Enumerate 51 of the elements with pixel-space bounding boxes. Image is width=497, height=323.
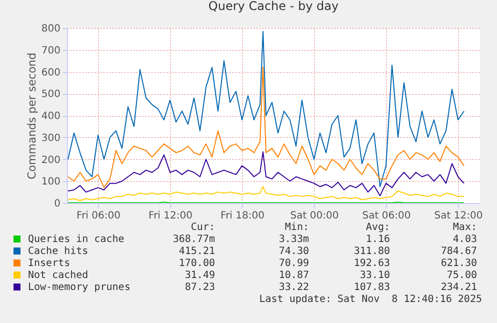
text: 311.80 xyxy=(354,246,390,258)
text: 784.67 xyxy=(440,246,477,258)
y-tick-label: 200 xyxy=(41,154,60,166)
x-tick-label: Sat 06:00 xyxy=(362,210,411,222)
y-tick-label: 0 xyxy=(54,198,60,210)
text: Max: xyxy=(452,222,477,234)
legend-label: Not cached xyxy=(28,270,88,281)
legend-label: Cache hits xyxy=(28,246,88,257)
x-tick-label: Fri 06:00 xyxy=(76,210,120,222)
legend-label: Queries in cache xyxy=(28,234,124,245)
text: 368.77m xyxy=(172,234,215,246)
text: 1.16 xyxy=(366,234,390,246)
line-series xyxy=(68,151,464,196)
text: 107.83 xyxy=(354,282,390,294)
y-tick-label: 800 xyxy=(41,24,60,34)
text: Avg: xyxy=(366,222,390,234)
line-series xyxy=(68,66,464,188)
text: 4.03 xyxy=(452,234,477,246)
text: 621.30 xyxy=(440,258,477,270)
text: 415.21 xyxy=(178,246,215,258)
x-tick-label: Sat 00:00 xyxy=(290,210,339,222)
text: Last update: Sat Nov 8 12:40:16 2025 xyxy=(259,294,482,306)
line-series xyxy=(68,186,464,202)
text: 70.99 xyxy=(278,258,309,270)
text: 31.49 xyxy=(184,270,215,282)
text: 234.21 xyxy=(440,282,477,294)
text: Min: xyxy=(284,222,309,234)
x-tick-label: Sat 12:00 xyxy=(434,210,483,222)
text: 33.10 xyxy=(360,270,390,282)
x-tick-label: Fri 18:00 xyxy=(220,210,264,222)
y-tick-label: 600 xyxy=(41,67,60,78)
legend-label: Low-memory prunes xyxy=(28,282,130,293)
text: Cur: xyxy=(190,222,215,234)
text: 33.22 xyxy=(278,282,309,294)
text: 10.87 xyxy=(278,270,309,282)
text: 87.23 xyxy=(184,282,215,294)
y-tick-label: 500 xyxy=(41,89,60,100)
y-tick-label: 700 xyxy=(41,45,60,56)
text: 192.63 xyxy=(354,258,390,270)
text: 3.33m xyxy=(278,234,309,246)
text: 75.00 xyxy=(446,270,477,282)
x-tick-label: Fri 12:00 xyxy=(148,210,192,222)
y-tick-label: 400 xyxy=(41,111,60,122)
line-series xyxy=(68,31,464,188)
text: 74.30 xyxy=(278,246,309,258)
chart-title: Query Cache - by day xyxy=(208,0,339,13)
legend-label: Inserts xyxy=(28,258,70,269)
y-tick-label: 100 xyxy=(41,176,60,188)
y-tick-label: 300 xyxy=(41,132,60,144)
y-axis-title: Commands per second xyxy=(25,52,38,180)
text: 170.00 xyxy=(178,258,215,270)
